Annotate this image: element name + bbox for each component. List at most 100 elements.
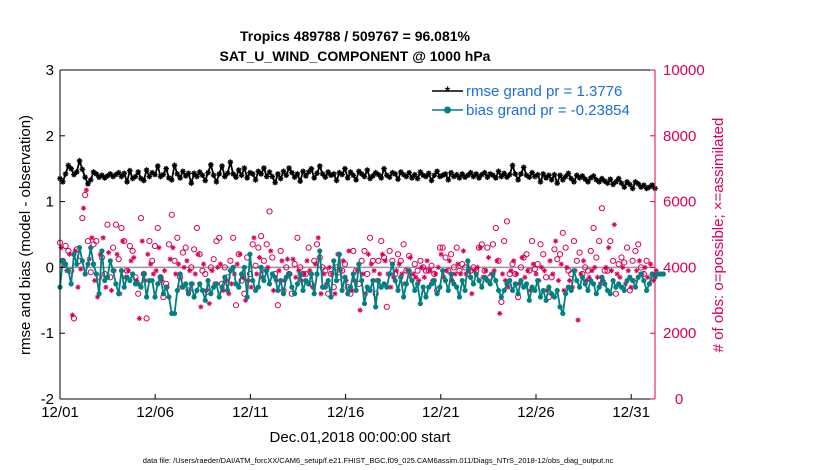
- obs-possible-point: [623, 244, 631, 251]
- bias-point: [571, 268, 577, 274]
- obs-possible-point: [607, 237, 614, 245]
- obs-possible-point: [188, 264, 195, 271]
- bias-point: [420, 284, 426, 290]
- bias-point: [88, 245, 94, 251]
- obs-assimilated-point: [184, 258, 190, 264]
- bias-point: [199, 287, 206, 294]
- bias-point: [507, 277, 513, 284]
- obs-possible-point: [517, 264, 525, 271]
- obs-possible-point: [528, 237, 536, 245]
- rmse-point: [322, 174, 329, 181]
- obs-assimilated-point: [418, 264, 425, 270]
- y2-axis-label: # of obs: o=possible; ×=assimilated: [710, 118, 727, 353]
- bias-point: [171, 310, 178, 317]
- rmse-point: [213, 179, 220, 185]
- obs-assimilated-point: [125, 268, 131, 274]
- rmse-point: [152, 171, 158, 178]
- legend-box: [427, 75, 653, 121]
- bias-point: [493, 277, 499, 284]
- obs-possible-point: [551, 246, 558, 253]
- obs-possible-point: [266, 208, 273, 215]
- obs-assimilated-point: [511, 258, 517, 264]
- obs-assimilated-point: [477, 245, 483, 251]
- obs-possible-point: [428, 262, 435, 269]
- obs-possible-point: [174, 234, 181, 241]
- obs-assimilated-point: [66, 251, 73, 257]
- bias-point: [82, 271, 88, 277]
- rmse-point: [495, 168, 502, 175]
- bias-point: [596, 284, 602, 290]
- bias-point: [197, 281, 203, 287]
- obs-assimilated-point: [78, 266, 84, 272]
- rmse-point: [305, 169, 312, 175]
- obs-assimilated-point: [368, 261, 374, 267]
- bias-point: [110, 268, 116, 274]
- rmse-point: [121, 170, 128, 177]
- obs-possible-point: [82, 191, 89, 199]
- rmse-point: [344, 175, 351, 181]
- obs-assimilated-point: [564, 264, 570, 270]
- rmse-point: [339, 171, 345, 178]
- obs-assimilated-point: [365, 251, 372, 257]
- bias-point: [470, 281, 477, 287]
- bias-point: [387, 271, 393, 277]
- bias-point: [216, 294, 222, 300]
- obs-assimilated-point: [485, 254, 492, 261]
- bias-point: [347, 284, 354, 290]
- rmse-point: [115, 169, 122, 176]
- obs-assimilated-point: [290, 256, 296, 262]
- bias-point: [275, 287, 281, 294]
- obs-assimilated-point: [541, 268, 548, 274]
- rmse-point: [127, 167, 133, 174]
- rmse-point: [560, 177, 566, 183]
- bias-point: [468, 274, 474, 280]
- obs-assimilated-point: [421, 274, 427, 280]
- bias-point: [523, 281, 530, 287]
- rmse-point: [280, 168, 287, 175]
- y2-tick-label: 6000: [663, 194, 696, 211]
- rmse-point: [132, 173, 139, 180]
- bias-point: [400, 294, 407, 300]
- y-tick-label: 2: [46, 128, 54, 145]
- rmse-point: [266, 169, 273, 175]
- bias-point: [487, 281, 493, 287]
- bias-point: [157, 274, 164, 280]
- obs-possible-point: [573, 257, 580, 264]
- obs-possible-point: [531, 265, 538, 273]
- obs-assimilated-point: [533, 271, 539, 277]
- obs-possible-point: [562, 244, 569, 251]
- rmse-point: [434, 168, 440, 175]
- bias-point: [585, 287, 591, 294]
- bias-point: [280, 291, 287, 297]
- legend-bias-marker: [444, 106, 451, 114]
- obs-assimilated-point: [195, 251, 201, 257]
- obs-assimilated-point: [69, 312, 75, 318]
- bias-point: [71, 251, 77, 257]
- bias-point: [116, 291, 122, 297]
- rmse-point: [537, 179, 544, 185]
- obs-assimilated-point: [332, 291, 338, 297]
- bias-point: [342, 274, 348, 280]
- bias-point: [473, 271, 479, 277]
- obs-possible-point: [478, 241, 485, 248]
- bias-point: [490, 271, 496, 277]
- obs-possible-point: [372, 290, 379, 297]
- obs-assimilated-point: [393, 268, 400, 274]
- obs-assimilated-point: [58, 245, 64, 251]
- rmse-point: [210, 172, 217, 179]
- rmse-point: [621, 184, 628, 190]
- obs-assimilated-point: [304, 258, 310, 264]
- bias-point: [236, 284, 242, 290]
- bias-point: [434, 291, 440, 297]
- obs-assimilated-point: [575, 317, 581, 323]
- obs-assimilated-point: [268, 248, 274, 254]
- obs-possible-point: [366, 234, 374, 241]
- y2-tick-label: 0: [675, 391, 683, 408]
- obs-assimilated-point: [75, 284, 81, 290]
- rmse-point: [350, 172, 357, 179]
- bias-point: [331, 258, 337, 264]
- bias-point: [130, 271, 136, 277]
- rmse-point: [381, 165, 387, 172]
- bias-point: [638, 271, 644, 277]
- bias-point: [359, 277, 365, 284]
